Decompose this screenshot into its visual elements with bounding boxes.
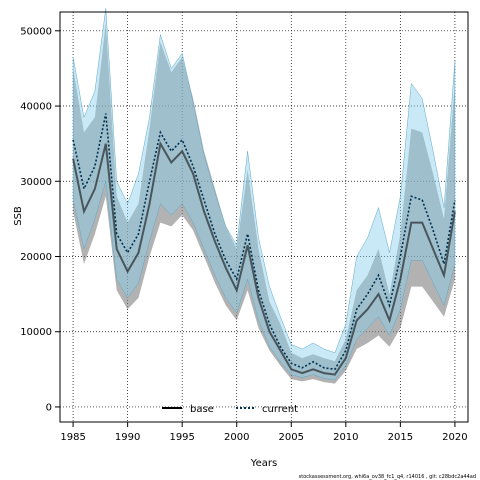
line-base	[72, 140, 456, 376]
band-base	[73, 23, 455, 384]
x-tick-label: 2020	[442, 432, 467, 443]
y-tick-label: 40000	[20, 102, 52, 113]
x-axis-ticks: 1985 1990 1995 2000 2005 2010 2015 2020	[60, 422, 468, 443]
x-tick-label: 1985	[60, 432, 85, 443]
legend-base-label: base	[190, 404, 214, 415]
line-current	[72, 113, 456, 371]
y-axis-ticks: 0 10000 20000 30000 40000 50000	[20, 26, 60, 413]
y-tick-label: 50000	[20, 26, 52, 37]
x-tick-label: 2005	[279, 432, 304, 443]
x-tick-label: 1990	[115, 432, 140, 443]
legend-current-label: current	[262, 404, 298, 415]
y-axis-title: SSB	[13, 206, 24, 226]
y-tick-label: 0	[46, 402, 52, 413]
footnote: stockassessment.org, whi6a_ov38_fc1_q4, …	[299, 474, 476, 480]
y-tick-label: 30000	[20, 177, 52, 188]
x-tick-label: 1995	[169, 432, 194, 443]
x-axis-title: Years	[250, 458, 277, 469]
confidence-bands	[72, 8, 456, 384]
x-tick-label: 2010	[333, 432, 358, 443]
series-lines	[72, 113, 456, 376]
legend: base current	[162, 404, 298, 415]
y-tick-label: 10000	[20, 327, 52, 338]
plot-frame	[59, 11, 469, 423]
band-current	[72, 8, 456, 381]
x-tick-label: 2000	[224, 432, 249, 443]
x-tick-label: 2015	[388, 432, 413, 443]
y-tick-label: 20000	[20, 252, 52, 263]
